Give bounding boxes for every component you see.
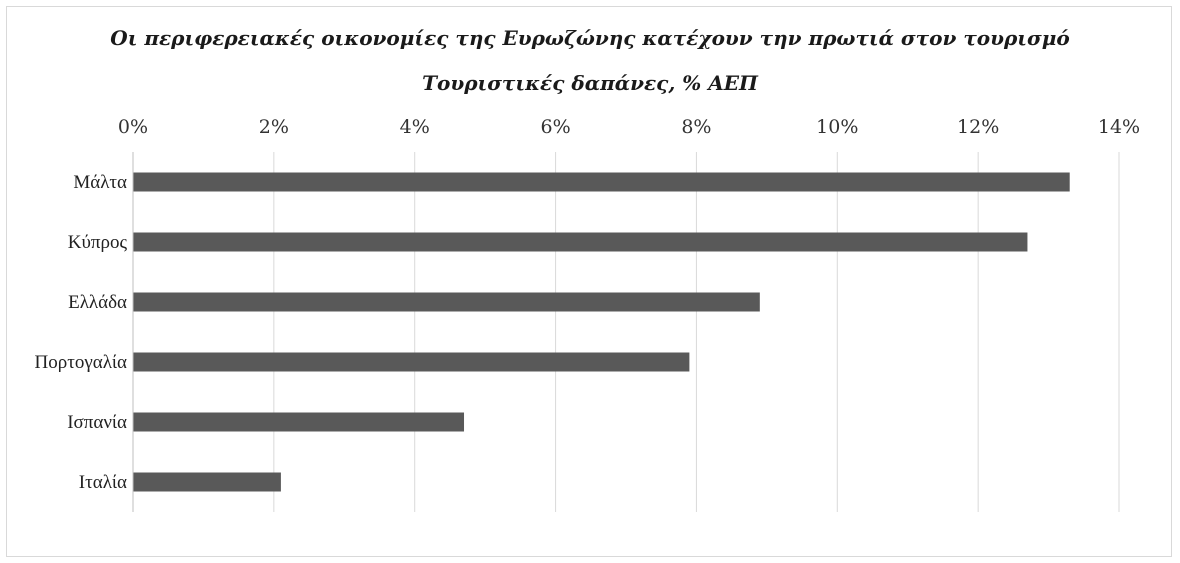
x-tick-label: 0% [118,116,148,138]
x-tick-label: 12% [957,116,999,138]
category-label: Μάλτα [73,172,127,193]
category-label: Ισπανία [67,412,127,433]
bar-4 [133,412,465,432]
x-tick-label: 10% [816,116,858,138]
category-label: Ιταλία [79,472,127,493]
category-label: Πορτογαλία [35,352,128,373]
bar-3 [133,352,690,372]
bar-2 [133,292,760,312]
chart-title: Οι περιφερειακές οικονομίες της Ευρωζώνη… [110,26,1070,50]
x-tick-label: 4% [400,116,430,138]
category-label: Κύπρος [68,232,128,253]
x-tick-label: 14% [1098,116,1140,138]
x-tick-label: 8% [681,116,711,138]
bar-0 [133,172,1070,192]
x-tick-label: 2% [259,116,289,138]
bar-5 [133,472,281,492]
category-label: Ελλάδα [68,292,127,313]
chart-subtitle: Τουριστικές δαπάνες, % ΑΕΠ [422,71,758,95]
x-tick-label: 6% [540,116,570,138]
bar-1 [133,232,1028,252]
